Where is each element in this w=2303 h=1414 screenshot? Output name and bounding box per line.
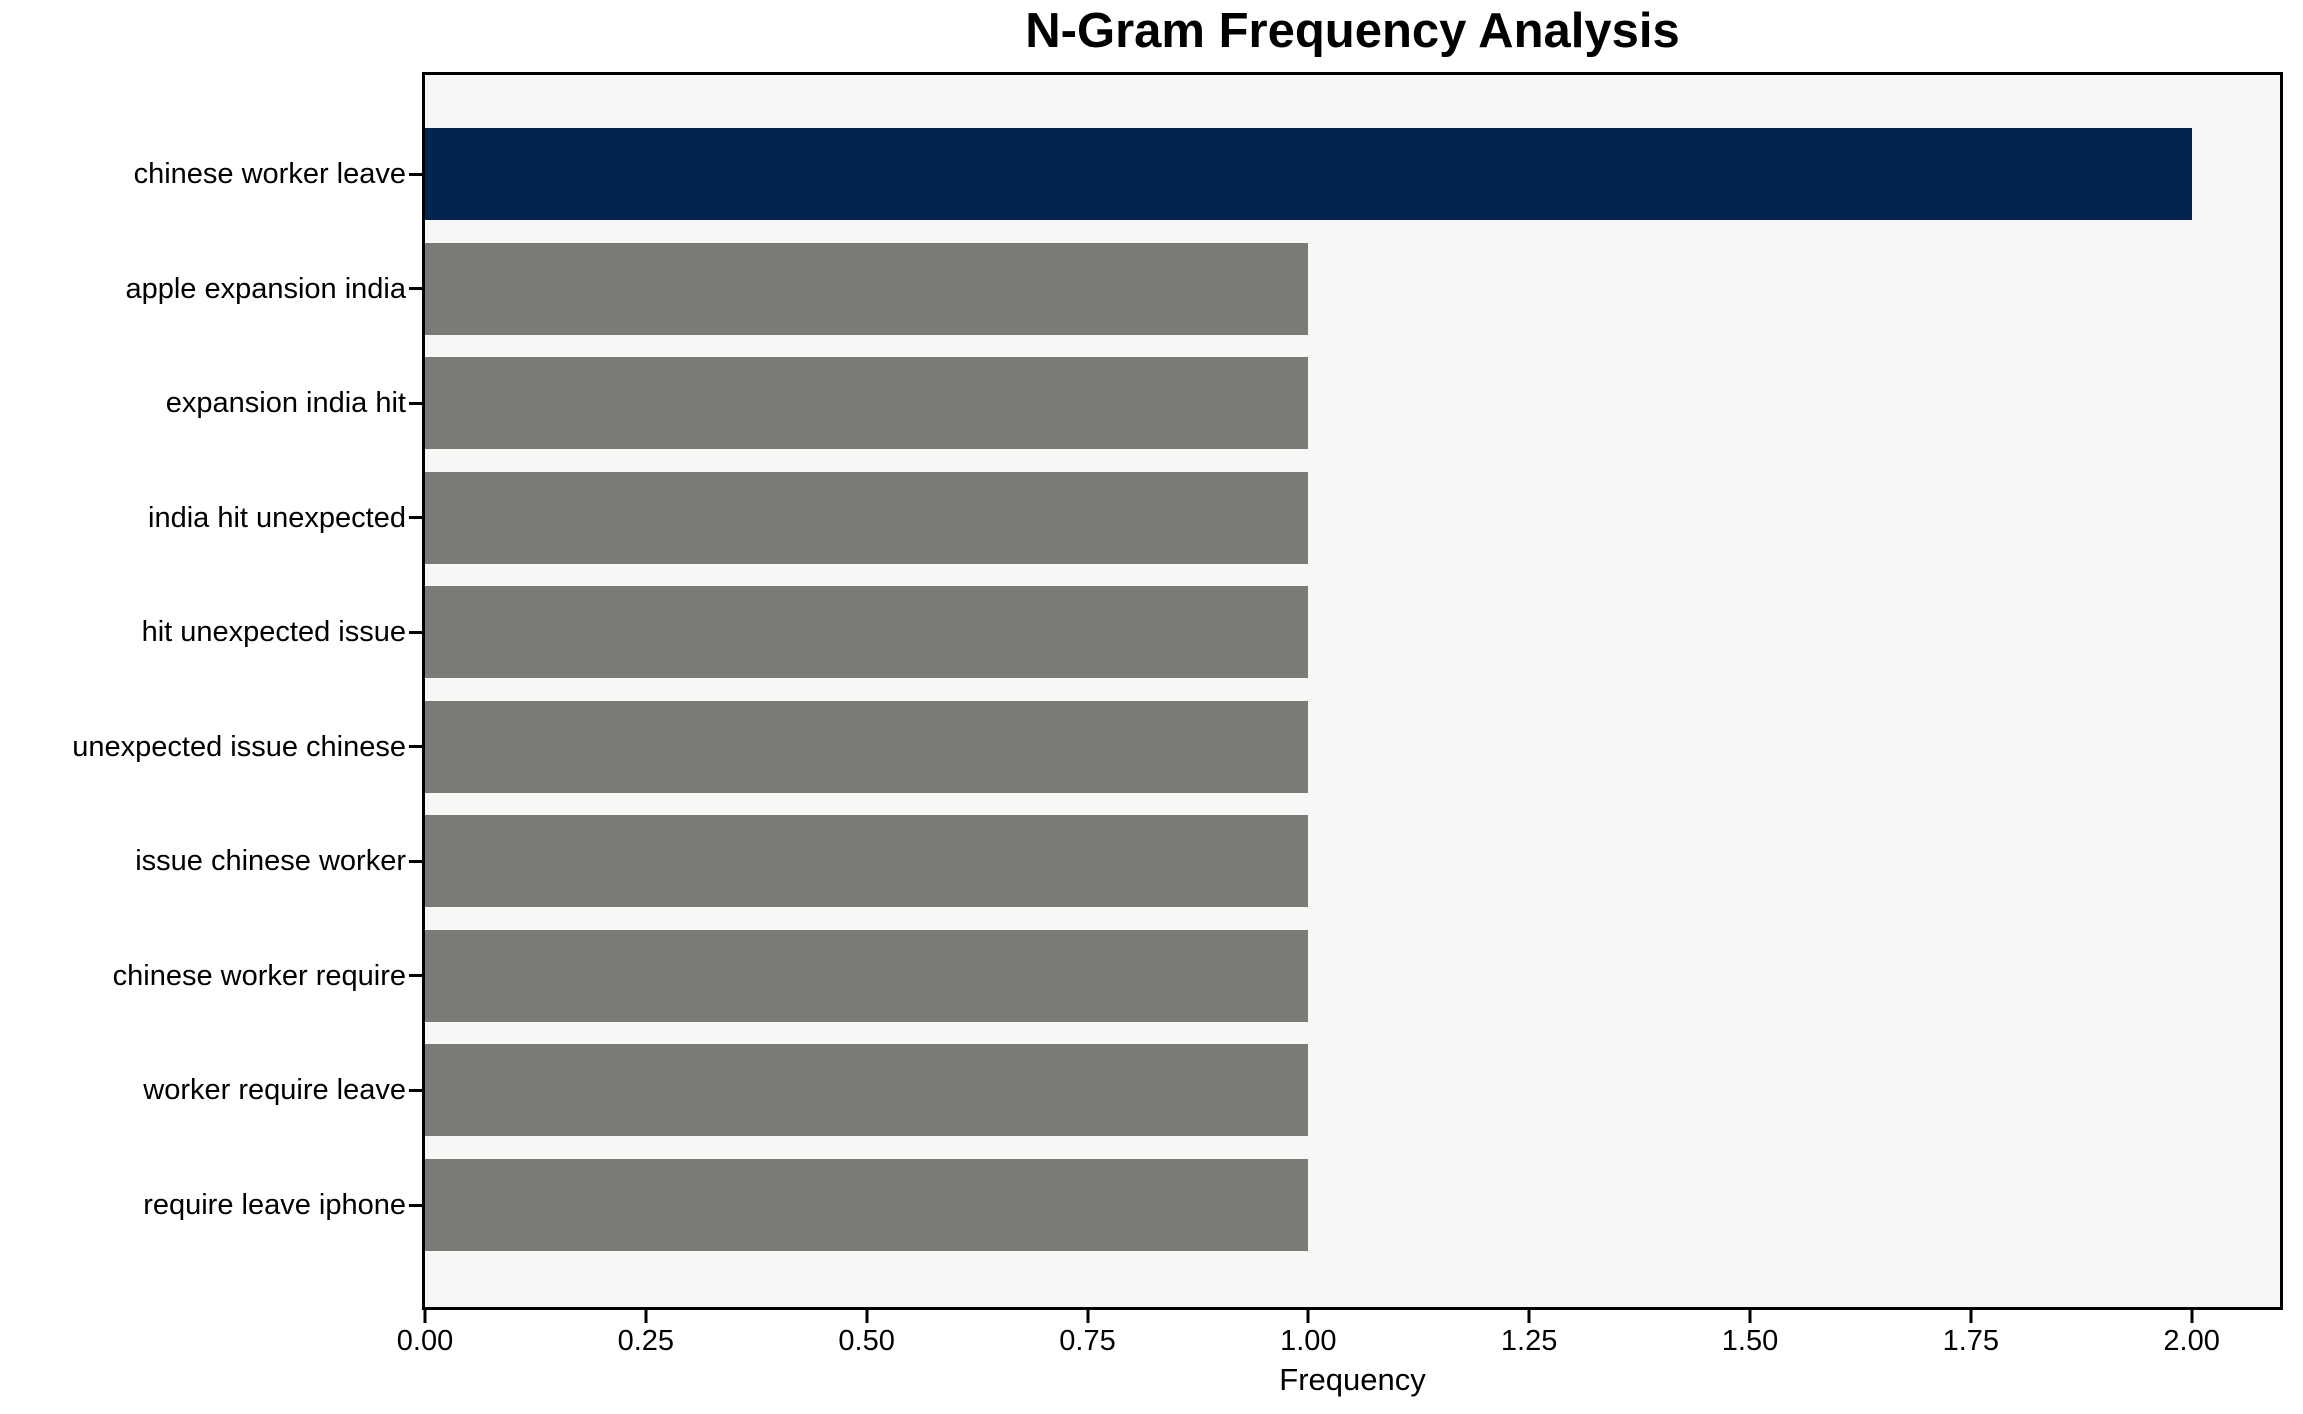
y-tick-label: hit unexpected issue (141, 616, 406, 649)
y-tick-mark (409, 401, 422, 405)
x-tick-mark (2190, 1310, 2194, 1323)
y-tick-label: india hit unexpected (148, 501, 406, 534)
x-tick-mark (644, 1310, 648, 1323)
y-tick-label: chinese worker require (112, 959, 406, 992)
y-tick-label: unexpected issue chinese (72, 730, 406, 763)
y-tick-mark (409, 172, 422, 176)
y-tick-label: worker require leave (143, 1074, 406, 1107)
chart-title: N-Gram Frequency Analysis (1025, 4, 1680, 58)
axes (409, 72, 2283, 1323)
bar (425, 128, 2192, 220)
x-tick-mark (1748, 1310, 1752, 1323)
y-tick-mark (409, 1088, 422, 1092)
x-tick-mark (1086, 1310, 1089, 1323)
x-tick-label: 0.75 (1059, 1325, 1116, 1357)
x-tick-label: 1.50 (1721, 1325, 1779, 1357)
x-tick-label: 0.50 (838, 1325, 895, 1357)
y-tick-mark (409, 745, 422, 749)
bar (425, 586, 1309, 679)
y-tick-label: apple expansion india (125, 272, 406, 305)
bar (425, 357, 1309, 450)
x-tick-mark (423, 1310, 427, 1323)
x-tick-mark (1306, 1310, 1310, 1323)
x-tick-mark (865, 1310, 869, 1323)
y-tick-label: issue chinese worker (135, 845, 406, 878)
bar (425, 242, 1309, 335)
x-tick-label: 0.00 (396, 1325, 454, 1357)
x-tick-label: 1.00 (1280, 1325, 1337, 1357)
y-tick-mark (409, 516, 422, 520)
y-tick-label: require leave iphone (143, 1189, 406, 1222)
y-tick-mark (409, 859, 422, 863)
x-axis-label: Frequency (1279, 1362, 1426, 1397)
bar (425, 1044, 1309, 1137)
x-tick-label: 2.00 (2163, 1325, 2220, 1357)
y-tick-mark (409, 630, 422, 634)
bar (425, 700, 1309, 793)
x-tick-mark (1527, 1310, 1531, 1323)
x-tick-label: 1.25 (1500, 1325, 1558, 1357)
x-tick-label: 1.75 (1942, 1325, 2000, 1357)
y-tick-label: expansion india hit (165, 387, 406, 420)
bar (425, 1159, 1309, 1252)
bar (425, 471, 1309, 564)
x-tick-mark (1969, 1310, 1973, 1323)
x-tick-label: 0.25 (617, 1325, 675, 1357)
bar (425, 929, 1309, 1022)
bar (425, 815, 1309, 908)
y-tick-mark (409, 287, 422, 291)
y-tick-mark (409, 974, 422, 978)
y-tick-label: chinese worker leave (133, 158, 406, 190)
y-tick-mark (409, 1203, 422, 1207)
